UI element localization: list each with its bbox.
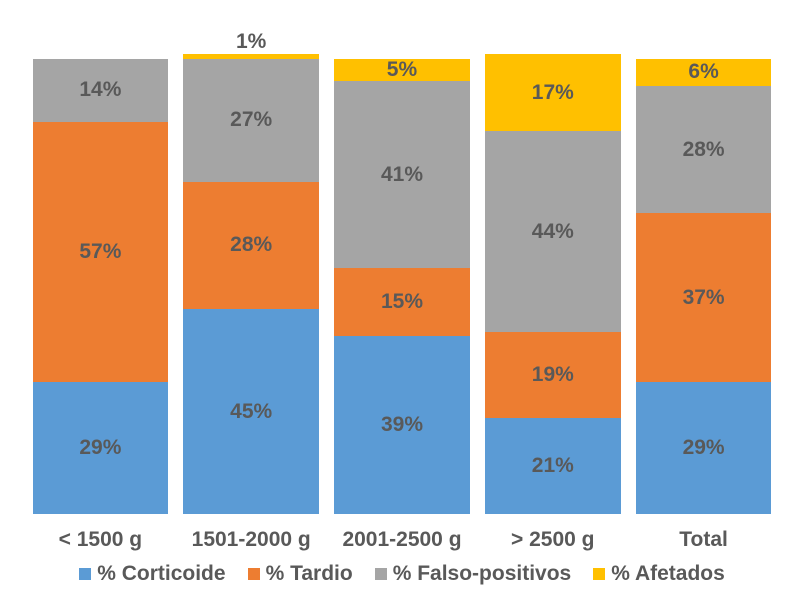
bar-segment: 28% <box>183 182 319 310</box>
segment-label: 17% <box>532 81 574 105</box>
bar-segment: 5% <box>334 59 470 82</box>
x-axis-label: < 1500 g <box>33 528 169 552</box>
bar-group: 1% 45% 28% 27% <box>183 30 319 514</box>
stacked-bar-chart: 29% 57% 14% 1% 45% 28% 27% 39% 15% 41% 5% 21% 19% 44%… <box>0 0 804 606</box>
bar-group: 29% 37% 28% 6% <box>636 35 772 514</box>
bar-segment: 14% <box>33 59 169 123</box>
bar-segment: 21% <box>485 418 621 514</box>
legend-label: % Corticoide <box>97 562 225 586</box>
legend-item: % Corticoide <box>79 562 225 586</box>
segment-label: 29% <box>79 436 121 460</box>
segment-label: 28% <box>230 233 272 257</box>
legend-item: % Afetados <box>593 562 725 586</box>
bar-segment: 28% <box>636 86 772 214</box>
bar-segment: 19% <box>485 332 621 419</box>
bar-segment: 44% <box>485 131 621 331</box>
legend-label: % Afetados <box>611 562 725 586</box>
bar-group: 39% 15% 41% 5% <box>334 35 470 514</box>
plot-area: 29% 57% 14% 1% 45% 28% 27% 39% 15% 41% 5% 21% 19% 44%… <box>25 30 779 520</box>
bar-segment: 39% <box>334 336 470 514</box>
bar-group: 29% 57% 14% <box>33 35 169 514</box>
legend-swatch <box>248 568 260 580</box>
bar-segment: 6% <box>636 59 772 86</box>
bar-segment: 57% <box>33 122 169 382</box>
bar: 29% 57% 14% <box>33 59 169 514</box>
bar: 21% 19% 44% 17% <box>485 54 621 514</box>
bar-group: 21% 19% 44% 17% <box>485 30 621 514</box>
legend-item: % Falso-positivos <box>375 562 572 586</box>
legend-label: % Falso-positivos <box>393 562 572 586</box>
x-axis-label: > 2500 g <box>485 528 621 552</box>
x-axis-label: 1501-2000 g <box>183 528 319 552</box>
segment-label: 21% <box>532 454 574 478</box>
segment-label: 15% <box>381 290 423 314</box>
segment-label: 44% <box>532 220 574 244</box>
legend-swatch <box>375 568 387 580</box>
bar-segment: 37% <box>636 213 772 382</box>
segment-label: 39% <box>381 413 423 437</box>
segment-label: 45% <box>230 400 272 424</box>
bar: 39% 15% 41% 5% <box>334 59 470 514</box>
segment-label: 27% <box>230 108 272 132</box>
segment-label: 29% <box>683 436 725 460</box>
bar-segment: 27% <box>183 59 319 182</box>
bar: 29% 37% 28% 6% <box>636 59 772 514</box>
bar: 45% 28% 27% <box>183 54 319 514</box>
segment-label: 28% <box>683 138 725 162</box>
bar-segment: 41% <box>334 81 470 268</box>
bar-segment: 17% <box>485 54 621 131</box>
segment-label: 6% <box>688 60 718 84</box>
segment-label: 14% <box>79 78 121 102</box>
legend-label: % Tardio <box>266 562 353 586</box>
segment-label: 5% <box>387 58 417 82</box>
bar-segment: 29% <box>636 382 772 514</box>
segment-label: 57% <box>79 240 121 264</box>
bar-segment: 45% <box>183 309 319 514</box>
x-axis-label: Total <box>636 528 772 552</box>
segment-label: 37% <box>683 286 725 310</box>
x-axis-label: 2001-2500 g <box>334 528 470 552</box>
legend: % Corticoide % Tardio % Falso-positivos % A… <box>25 562 779 586</box>
bar-segment: 29% <box>33 382 169 514</box>
legend-swatch <box>593 568 605 580</box>
segment-label: 41% <box>381 163 423 187</box>
outside-label: 1% <box>236 30 266 54</box>
legend-swatch <box>79 568 91 580</box>
legend-item: % Tardio <box>248 562 353 586</box>
bar-segment: 15% <box>334 268 470 336</box>
segment-label: 19% <box>532 363 574 387</box>
x-axis: < 1500 g 1501-2000 g 2001-2500 g > 2500 g To… <box>25 528 779 552</box>
